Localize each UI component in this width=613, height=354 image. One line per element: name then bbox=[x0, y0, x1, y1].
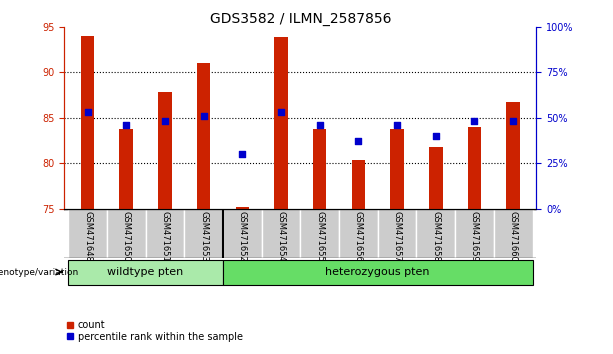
Bar bbox=[429, 147, 443, 209]
Text: GSM471654: GSM471654 bbox=[276, 211, 286, 262]
Bar bbox=[300, 209, 339, 258]
Point bbox=[276, 109, 286, 115]
Bar bbox=[223, 260, 533, 285]
Text: GSM471659: GSM471659 bbox=[470, 211, 479, 262]
Title: GDS3582 / ILMN_2587856: GDS3582 / ILMN_2587856 bbox=[210, 12, 391, 25]
Point bbox=[83, 109, 93, 115]
Bar bbox=[235, 207, 249, 209]
Point bbox=[431, 133, 441, 139]
Bar bbox=[339, 209, 378, 258]
Bar bbox=[68, 260, 223, 285]
Text: GSM471648: GSM471648 bbox=[83, 211, 92, 262]
Bar bbox=[506, 102, 520, 209]
Bar bbox=[352, 160, 365, 209]
Text: GSM471651: GSM471651 bbox=[161, 211, 169, 262]
Point bbox=[237, 152, 247, 157]
Bar bbox=[468, 127, 481, 209]
Bar bbox=[185, 209, 223, 258]
Bar bbox=[81, 36, 94, 209]
Text: GSM471660: GSM471660 bbox=[509, 211, 517, 262]
Bar bbox=[120, 129, 133, 209]
Bar bbox=[313, 129, 327, 209]
Bar bbox=[494, 209, 533, 258]
Bar bbox=[146, 209, 185, 258]
Text: genotype/variation: genotype/variation bbox=[0, 268, 78, 276]
Bar bbox=[158, 92, 172, 209]
Text: GSM471653: GSM471653 bbox=[199, 211, 208, 262]
Text: GSM471652: GSM471652 bbox=[238, 211, 247, 262]
Text: GSM471656: GSM471656 bbox=[354, 211, 363, 262]
Bar bbox=[274, 38, 287, 209]
Bar bbox=[455, 209, 494, 258]
Bar bbox=[68, 209, 107, 258]
Bar bbox=[223, 209, 262, 258]
Text: GSM471650: GSM471650 bbox=[122, 211, 131, 262]
Bar bbox=[416, 209, 455, 258]
Point bbox=[160, 119, 170, 124]
Bar bbox=[107, 209, 146, 258]
Bar bbox=[378, 209, 416, 258]
Point bbox=[199, 113, 208, 119]
Bar bbox=[262, 209, 300, 258]
Point bbox=[121, 122, 131, 128]
Point bbox=[470, 119, 479, 124]
Text: GSM471657: GSM471657 bbox=[392, 211, 402, 262]
Text: GSM471655: GSM471655 bbox=[315, 211, 324, 262]
Point bbox=[508, 119, 518, 124]
Legend: count, percentile rank within the sample: count, percentile rank within the sample bbox=[66, 320, 243, 342]
Point bbox=[392, 122, 402, 128]
Bar bbox=[390, 129, 404, 209]
Text: heterozygous pten: heterozygous pten bbox=[326, 267, 430, 277]
Text: GSM471658: GSM471658 bbox=[432, 211, 440, 262]
Bar bbox=[197, 63, 210, 209]
Point bbox=[315, 122, 325, 128]
Point bbox=[354, 138, 364, 144]
Text: wildtype pten: wildtype pten bbox=[107, 267, 184, 277]
